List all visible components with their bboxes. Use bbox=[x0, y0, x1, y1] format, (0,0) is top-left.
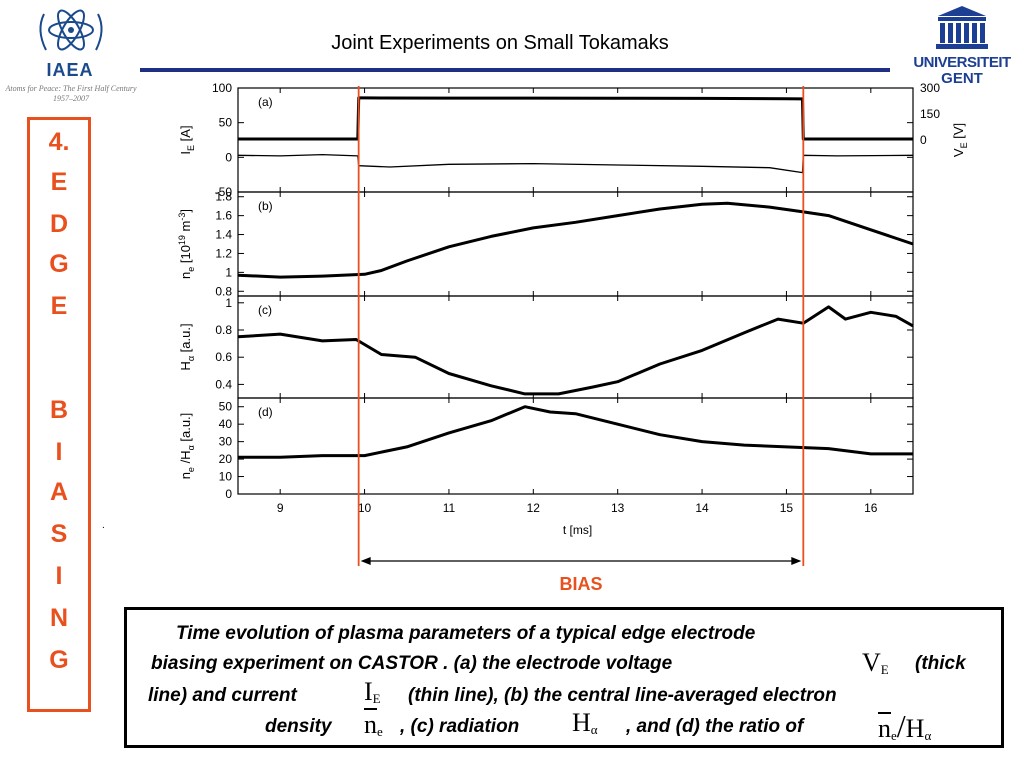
x-tick-label: 10 bbox=[358, 501, 372, 515]
series-line bbox=[238, 96, 913, 141]
x-tick-label: 11 bbox=[443, 501, 456, 515]
x-tick-label: 14 bbox=[695, 501, 709, 515]
caption-line-2a: biasing experiment on CASTOR . (a) the e… bbox=[151, 653, 673, 674]
page-title: Joint Experiments on Small Tokamaks bbox=[331, 32, 669, 54]
y-tick-label: 1.6 bbox=[215, 209, 232, 223]
panel-frame bbox=[237, 295, 914, 399]
y-axis-label: ne /Hα [a.u.] bbox=[178, 413, 196, 480]
y-tick-label: 1.2 bbox=[215, 246, 232, 260]
y-tick-label: 30 bbox=[219, 435, 233, 449]
ugent-name-line2: GENT bbox=[941, 70, 983, 87]
x-tick-label: 13 bbox=[611, 501, 625, 515]
section-title-char: G bbox=[49, 646, 69, 674]
stray-dot: . bbox=[102, 520, 105, 531]
caption-line-4c: , and (d) the ratio of bbox=[626, 716, 804, 737]
section-title-char: E bbox=[50, 168, 68, 196]
arrow-head-right bbox=[791, 557, 802, 565]
iaea-name: IAEA bbox=[46, 60, 94, 80]
university-building-icon bbox=[936, 6, 988, 49]
iaea-tagline: Atoms for Peace: The First Half Century bbox=[5, 84, 137, 93]
symbol-ne: ne bbox=[364, 710, 383, 739]
panel-label: (a) bbox=[258, 95, 273, 109]
y-tick-label: 0.8 bbox=[215, 323, 232, 337]
y-right-tick-label: 300 bbox=[920, 81, 940, 95]
iaea-logo bbox=[2, 2, 140, 106]
section-title-char: G bbox=[49, 250, 69, 278]
section-title-char: S bbox=[50, 520, 68, 548]
section-title-char: B bbox=[49, 396, 69, 424]
panel-frame bbox=[237, 397, 914, 495]
panel-label: (b) bbox=[258, 199, 273, 213]
ugent-logo bbox=[900, 2, 1024, 102]
x-tick-label: 15 bbox=[780, 501, 794, 515]
caption-line-4a: density bbox=[265, 716, 332, 737]
section-title-char: I bbox=[55, 438, 63, 466]
series-line bbox=[237, 201, 914, 279]
arrow-head-left bbox=[360, 557, 371, 565]
y-tick-label: 0 bbox=[225, 150, 232, 164]
y-tick-label: 1.8 bbox=[215, 190, 232, 204]
x-axis-label: t [ms] bbox=[563, 523, 592, 537]
section-box bbox=[27, 117, 91, 712]
y-axis-label: IE [A] bbox=[178, 125, 196, 154]
y-right-axis-label: VE [V] bbox=[951, 123, 969, 157]
y-tick-label: 1 bbox=[225, 265, 232, 279]
y-tick-label: 0 bbox=[225, 487, 232, 501]
caption-line-2b: (thick bbox=[915, 653, 966, 674]
symbol-ve: VE bbox=[862, 648, 889, 677]
y-tick-label: 0.8 bbox=[215, 284, 232, 298]
series-line bbox=[237, 305, 914, 396]
y-right-tick-label: 0 bbox=[920, 133, 927, 147]
section-title-char: E bbox=[50, 292, 68, 320]
symbol-ie: IE bbox=[364, 677, 381, 706]
y-tick-label: 100 bbox=[212, 81, 232, 95]
y-tick-label: 10 bbox=[219, 470, 233, 484]
series-line bbox=[237, 153, 914, 174]
panel-label: (c) bbox=[258, 303, 272, 317]
section-title-char: D bbox=[49, 210, 69, 238]
bias-label: BIAS bbox=[559, 574, 602, 594]
y-tick-label: 40 bbox=[219, 417, 233, 431]
y-tick-label: -50 bbox=[215, 185, 233, 199]
y-tick-label: 0.4 bbox=[215, 377, 232, 391]
y-tick-label: 50 bbox=[219, 116, 233, 130]
iaea-years: 1957–2007 bbox=[53, 94, 89, 103]
x-tick-label: 12 bbox=[527, 501, 541, 515]
symbol-ratio: ne/Hα bbox=[878, 708, 932, 744]
y-tick-label: 0.6 bbox=[215, 350, 232, 364]
y-axis-label: ne [1019 m-3] bbox=[177, 209, 196, 279]
section-title-char: I bbox=[55, 562, 63, 590]
panel-label: (d) bbox=[258, 405, 273, 419]
series-line bbox=[238, 405, 913, 459]
y-axis-label: Hα [a.u.] bbox=[178, 323, 196, 370]
y-right-tick-label: 150 bbox=[920, 107, 940, 121]
y-tick-label: 1.4 bbox=[215, 228, 232, 242]
caption-line-1: Time evolution of plasma parameters of a… bbox=[176, 623, 756, 644]
x-tick-label: 16 bbox=[864, 501, 878, 515]
caption-line-3b: (thin line), (b) the central line-averag… bbox=[408, 685, 837, 706]
ugent-name-line1: UNIVERSITEIT bbox=[913, 54, 1011, 71]
x-tick-label: 9 bbox=[277, 501, 284, 515]
title-divider bbox=[140, 68, 890, 72]
caption-box bbox=[124, 607, 1004, 748]
section-title-char: N bbox=[49, 604, 69, 632]
section-title-char: A bbox=[49, 478, 69, 506]
y-tick-label: 1 bbox=[225, 296, 232, 310]
y-tick-label: 50 bbox=[219, 400, 233, 414]
atom-icon bbox=[39, 9, 103, 51]
section-title-char: 4. bbox=[48, 128, 70, 156]
caption-line-3a: line) and current bbox=[148, 685, 297, 706]
caption-line-4b: , (c) radiation bbox=[400, 716, 520, 737]
panel-frame bbox=[237, 191, 914, 297]
y-tick-label: 20 bbox=[219, 452, 233, 466]
symbol-halpha: Hα bbox=[572, 708, 598, 737]
